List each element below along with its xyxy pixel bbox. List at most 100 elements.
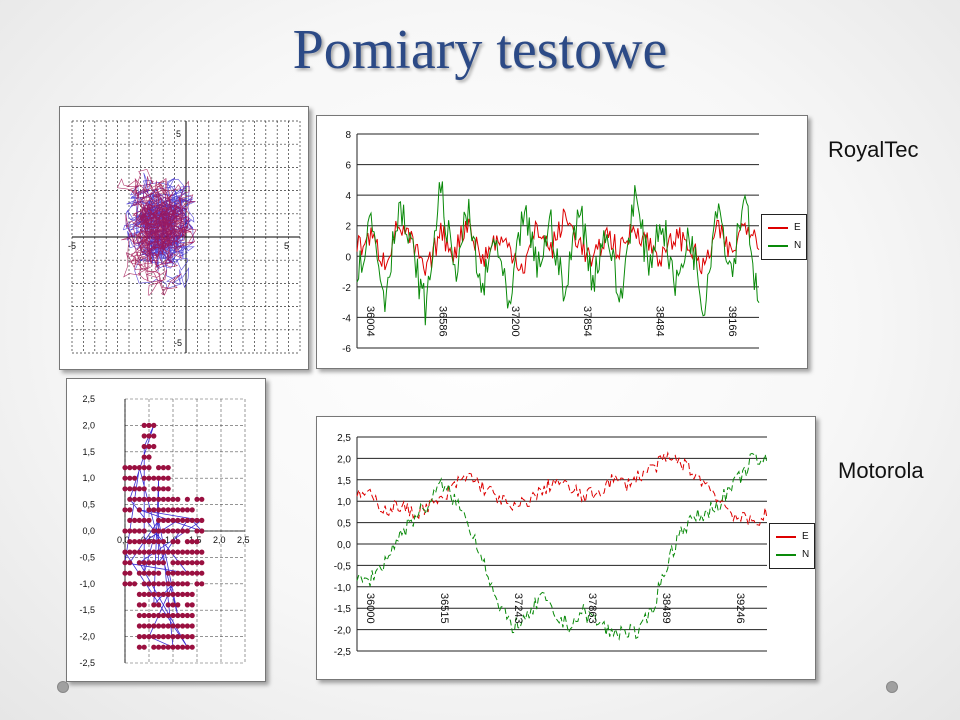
data-point — [165, 634, 171, 640]
data-point — [184, 634, 190, 640]
data-point — [170, 496, 176, 502]
data-point — [160, 475, 166, 481]
legend-label-e: E — [802, 531, 809, 542]
data-point — [151, 507, 157, 513]
data-point — [170, 560, 176, 566]
data-point — [127, 507, 133, 513]
data-point — [122, 465, 128, 471]
data-point — [156, 581, 162, 587]
data-point — [122, 560, 128, 566]
data-point — [165, 486, 171, 492]
data-point — [184, 581, 190, 587]
data-point — [141, 623, 147, 629]
data-point — [175, 644, 181, 650]
x-tick-label: 37854 — [581, 306, 593, 337]
y-tick-label: 2,5 — [337, 433, 351, 444]
y-tick-label: 1,0 — [82, 473, 95, 483]
nav-dot-icon[interactable] — [886, 681, 898, 693]
nav-dot-icon[interactable] — [57, 681, 69, 693]
y-tick-label: 5 — [176, 129, 181, 139]
motorola-label: Motorola — [838, 458, 924, 483]
data-point — [156, 486, 162, 492]
y-tick-label: 6 — [345, 161, 351, 172]
data-point — [180, 581, 186, 587]
x-tick-label: 36004 — [364, 306, 376, 337]
data-point — [141, 591, 147, 597]
data-point — [156, 517, 162, 523]
data-point — [151, 528, 157, 534]
royaltec-timeseries-chart: 8 6 4 2 0 -2 -4 -6 36004 36586 37200 37854 38484 3916… — [342, 130, 760, 355]
series-line-e — [356, 208, 760, 276]
data-point — [180, 549, 186, 555]
data-point — [180, 623, 186, 629]
data-point — [160, 612, 166, 619]
data-point — [160, 623, 166, 629]
data-point — [146, 475, 152, 481]
data-point — [175, 496, 181, 502]
data-point — [170, 507, 176, 513]
data-point — [165, 570, 171, 576]
data-point — [189, 644, 195, 650]
data-point — [151, 433, 157, 439]
data-point — [156, 570, 162, 576]
data-point — [184, 623, 190, 629]
data-point — [165, 496, 171, 502]
data-point — [136, 591, 142, 597]
data-point — [180, 570, 186, 576]
data-point — [151, 475, 157, 481]
data-point — [184, 602, 190, 608]
data-point — [165, 612, 171, 619]
data-point — [165, 528, 171, 534]
legend-swatch-n — [768, 245, 788, 247]
data-point — [189, 549, 195, 555]
data-point — [156, 612, 162, 619]
data-point — [175, 507, 181, 513]
data-point — [136, 528, 142, 534]
y-tick-label: -2,0 — [79, 632, 95, 642]
data-point — [136, 486, 142, 492]
data-point — [151, 602, 157, 608]
data-point — [156, 528, 162, 534]
data-point — [170, 539, 176, 545]
data-point — [127, 549, 133, 555]
data-point — [132, 496, 138, 502]
y-tick-label: 8 — [345, 130, 351, 141]
data-point — [194, 496, 200, 502]
legend-label-n: N — [794, 240, 802, 251]
data-point — [170, 517, 176, 523]
y-tick-label: -4 — [342, 313, 351, 324]
x-tick-label: 36515 — [438, 593, 450, 624]
data-point — [146, 539, 152, 545]
data-point — [160, 465, 166, 471]
data-point — [127, 560, 133, 566]
data-point — [141, 634, 147, 640]
data-point — [156, 475, 162, 481]
data-point — [132, 465, 138, 471]
data-point — [175, 634, 181, 640]
data-point — [141, 560, 147, 566]
data-point — [141, 549, 147, 555]
legend-label-n: N — [802, 549, 810, 560]
data-point — [132, 528, 138, 534]
data-point — [141, 570, 147, 576]
data-point — [189, 612, 195, 619]
x-tick-label: 2,0 — [213, 535, 226, 545]
royaltec-label: RoyalTec — [828, 137, 919, 162]
data-point — [141, 443, 147, 450]
x-tick-label: 37863 — [586, 593, 598, 624]
data-point — [122, 475, 128, 481]
data-point — [184, 496, 190, 502]
data-point — [146, 591, 152, 597]
data-point — [156, 623, 162, 629]
data-point — [199, 549, 205, 555]
data-point — [160, 517, 166, 523]
data-point — [127, 528, 133, 534]
data-point — [141, 465, 147, 471]
data-point — [127, 539, 133, 545]
data-point — [170, 644, 176, 650]
data-point — [151, 623, 157, 629]
y-tick-label: -1,0 — [79, 579, 95, 589]
data-point — [199, 517, 205, 523]
data-point — [184, 517, 190, 523]
data-point — [132, 581, 138, 587]
